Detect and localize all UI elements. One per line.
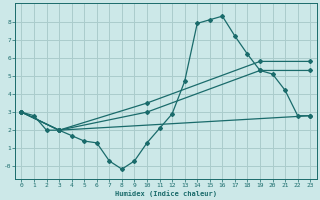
X-axis label: Humidex (Indice chaleur): Humidex (Indice chaleur) — [115, 190, 217, 197]
